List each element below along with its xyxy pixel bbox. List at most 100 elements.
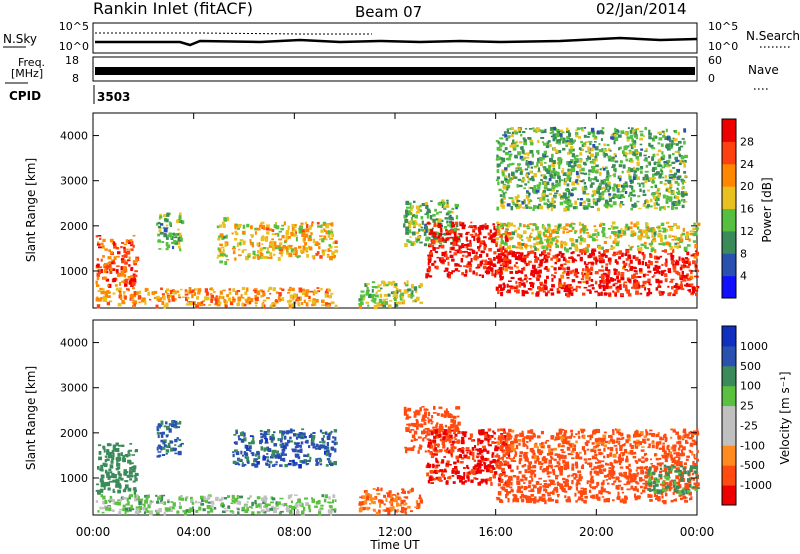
power-cell bbox=[266, 297, 270, 299]
velocity-cell bbox=[492, 430, 495, 433]
power-cell bbox=[272, 253, 276, 256]
power-cell bbox=[582, 179, 585, 182]
power-cell bbox=[514, 289, 518, 293]
power-cell bbox=[671, 142, 676, 145]
velocity-cell bbox=[170, 447, 173, 452]
power-cell bbox=[200, 301, 204, 304]
velocity-cell bbox=[478, 469, 482, 474]
power-cell bbox=[292, 232, 296, 237]
power-cell bbox=[131, 240, 134, 245]
power-cell bbox=[228, 288, 232, 291]
velocity-cell bbox=[255, 504, 258, 508]
power-cell bbox=[613, 140, 616, 145]
power-cell bbox=[440, 257, 444, 260]
power-cell bbox=[655, 191, 659, 195]
power-cell bbox=[456, 228, 460, 231]
power-cell bbox=[288, 304, 292, 309]
velocity-cell bbox=[430, 422, 433, 425]
power-cell bbox=[286, 300, 291, 303]
power-cell bbox=[106, 295, 111, 298]
power-cell bbox=[262, 299, 267, 302]
power-cell bbox=[546, 155, 549, 158]
velocity-cell bbox=[436, 464, 441, 467]
power-cell bbox=[116, 255, 120, 258]
power-cell bbox=[510, 127, 514, 130]
power-cell bbox=[527, 200, 531, 205]
power-cell bbox=[459, 265, 462, 267]
velocity-cell bbox=[243, 463, 247, 466]
power-cell bbox=[270, 256, 273, 259]
power-cell bbox=[651, 227, 655, 231]
power-cell bbox=[632, 231, 636, 235]
velocity-cell bbox=[299, 502, 302, 506]
power-cell bbox=[111, 259, 114, 262]
power-cell bbox=[519, 222, 522, 227]
power-cell bbox=[574, 259, 577, 262]
power-cell bbox=[293, 224, 297, 229]
power-cell bbox=[312, 238, 316, 244]
velocity-cell bbox=[466, 451, 469, 454]
power-cell bbox=[629, 259, 633, 264]
power-cell bbox=[545, 256, 548, 259]
power-cell bbox=[177, 218, 181, 222]
power-cell bbox=[245, 255, 249, 261]
power-cell bbox=[635, 281, 640, 285]
power-cell bbox=[648, 242, 652, 246]
power-cell bbox=[128, 256, 131, 260]
power-cell bbox=[672, 263, 675, 268]
power-cell bbox=[538, 203, 542, 206]
power-cell bbox=[549, 232, 553, 237]
power-cell bbox=[121, 301, 125, 304]
power-cell bbox=[516, 183, 519, 188]
power-cell bbox=[566, 196, 569, 199]
power-cell bbox=[269, 252, 273, 257]
power-cell bbox=[527, 163, 530, 169]
power-cell bbox=[681, 204, 685, 209]
velocity-cell bbox=[110, 465, 113, 468]
velocity-cell bbox=[434, 429, 438, 434]
power-cell bbox=[601, 265, 604, 268]
velocity-cell bbox=[124, 480, 129, 483]
velocity-cell bbox=[329, 462, 334, 467]
velocity-cell bbox=[190, 499, 194, 504]
power-cell bbox=[582, 142, 586, 145]
power-cell bbox=[529, 150, 534, 154]
velocity-cell bbox=[232, 499, 235, 503]
power-cell bbox=[624, 190, 628, 194]
power-cell bbox=[577, 281, 582, 284]
power-cell bbox=[680, 234, 683, 238]
power-cell bbox=[684, 175, 687, 177]
power-cell bbox=[408, 212, 412, 216]
velocity-cell bbox=[157, 451, 162, 453]
velocity-cell bbox=[451, 429, 455, 432]
power-cell bbox=[288, 244, 293, 248]
power-cell bbox=[668, 159, 671, 164]
velocity-cell bbox=[157, 423, 162, 428]
power-cell bbox=[473, 225, 477, 228]
power-cell bbox=[546, 238, 549, 243]
power-cell bbox=[541, 153, 546, 157]
power-cell bbox=[555, 142, 559, 144]
power-cell bbox=[682, 275, 685, 278]
velocity-cell bbox=[321, 444, 326, 448]
power-cell bbox=[430, 250, 432, 253]
power-cell bbox=[231, 232, 234, 235]
power-cell bbox=[629, 191, 633, 195]
power-cell bbox=[592, 201, 596, 204]
power-cell bbox=[682, 265, 687, 268]
power-cell bbox=[646, 200, 649, 204]
velocity-cell bbox=[292, 464, 296, 467]
power-cell bbox=[538, 263, 542, 266]
power-cell bbox=[219, 253, 224, 257]
power-cell bbox=[438, 211, 442, 214]
velocity-cell bbox=[273, 431, 276, 434]
power-cell bbox=[544, 184, 548, 187]
power-cell bbox=[675, 196, 680, 200]
velocity-cell bbox=[259, 429, 263, 432]
power-cell bbox=[231, 248, 236, 250]
power-cell bbox=[455, 236, 458, 241]
velocity-cell bbox=[151, 500, 154, 503]
power-cell bbox=[108, 283, 112, 288]
power-cell bbox=[112, 292, 116, 295]
velocity-cell bbox=[207, 510, 210, 514]
